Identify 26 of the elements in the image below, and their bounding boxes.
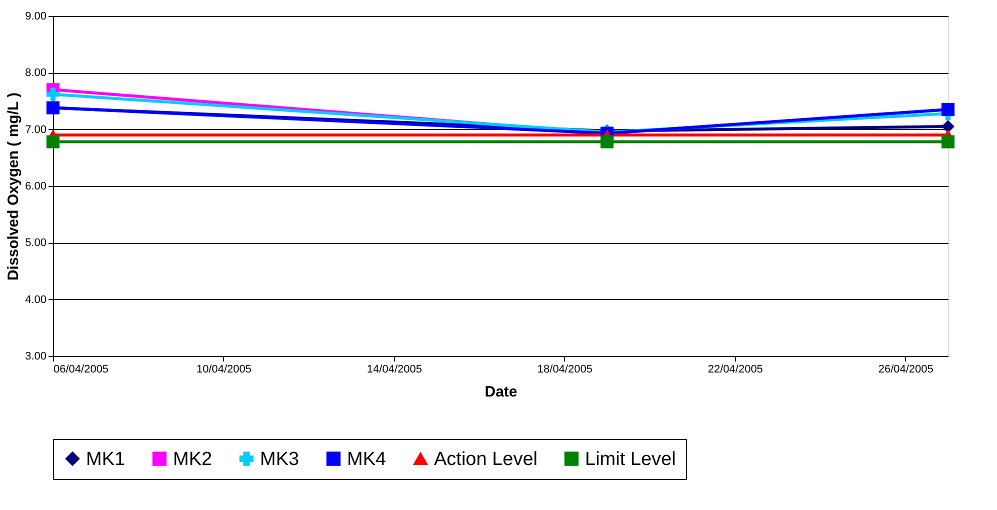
y-tick-label: 6.00 — [25, 180, 46, 192]
y-tick-label: 5.00 — [25, 237, 46, 250]
x-tick-label: 18/04/2005 — [537, 364, 592, 376]
x-tick-label: 26/04/2005 — [878, 364, 934, 376]
y-axis-title: Dissolved Oxygen ( mg/L ) — [5, 92, 22, 281]
point — [941, 120, 955, 134]
y-tick-label: 8.00 — [25, 67, 46, 80]
legend-label: MK4 — [347, 448, 386, 470]
legend-label: Limit Level — [585, 448, 676, 470]
legend-label: MK1 — [86, 448, 126, 470]
x-tick-label: 10/04/2005 — [196, 364, 252, 376]
y-tick-label: 3.00 — [25, 350, 46, 362]
legend-label: MK3 — [260, 448, 300, 470]
point — [600, 135, 614, 148]
y-tick-label: 7.00 — [25, 124, 46, 136]
x-axis-title: Date — [484, 384, 518, 400]
point — [46, 88, 60, 101]
point — [941, 135, 955, 148]
x-tick-label: 06/04/2005 — [54, 364, 109, 376]
x-tick-label: 22/04/2005 — [708, 364, 763, 376]
x-tick-label: 14/04/2005 — [366, 364, 422, 376]
y-tick-label: 9.00 — [25, 10, 46, 22]
legend-label: Action Level — [434, 448, 538, 470]
y-tick-label: 4.00 — [25, 294, 46, 306]
legend-label: MK2 — [173, 448, 212, 470]
point — [46, 135, 60, 148]
